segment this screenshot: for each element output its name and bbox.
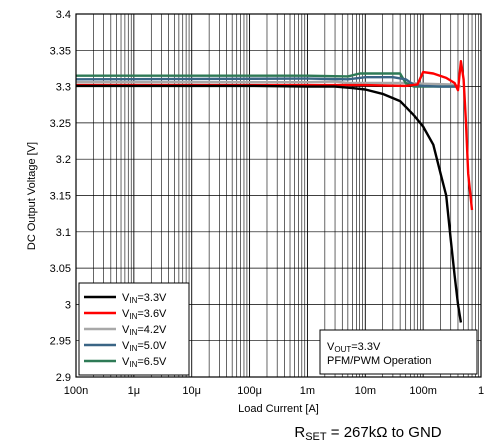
legend-label-main: V <box>122 356 130 368</box>
annotation-vout: VOUT=3.3V <box>327 341 381 354</box>
legend-label-main: V <box>122 324 130 336</box>
annotation-vout-main: V <box>327 341 335 353</box>
y-axis-label: DC Output Voltage [V] <box>26 142 38 250</box>
y-tick-label: 3.1 <box>56 227 71 239</box>
legend-label-rest: =6.5V <box>137 356 167 368</box>
legend-label-main: V <box>122 292 130 304</box>
legend-label: VIN=4.2V <box>122 324 167 337</box>
y-tick-label: 3.25 <box>50 118 71 130</box>
x-tick-label: 10m <box>355 385 376 397</box>
operation-annotation: VOUT=3.3V PFM/PWM Operation <box>319 329 478 375</box>
y-tick-label: 3.35 <box>50 45 71 57</box>
plot-frame <box>75 13 482 378</box>
rset-caption-sub: SET <box>305 431 327 443</box>
y-tick-label: 3.15 <box>50 191 71 203</box>
x-tick-label: 100n <box>64 385 88 397</box>
annotation-box <box>319 329 478 375</box>
x-tick-label: 10μ <box>182 385 201 397</box>
legend-label-sub: IN <box>129 328 137 337</box>
legend-label: VIN=6.5V <box>122 356 167 369</box>
legend-label-sub: IN <box>129 312 137 321</box>
x-tick-label: 100μ <box>237 385 262 397</box>
legend-label: VIN=5.0V <box>122 340 167 353</box>
y-tick-label: 3.05 <box>50 263 71 275</box>
y-tick-label: 3 <box>65 299 71 311</box>
x-tick-label: 100m <box>409 385 437 397</box>
legend-label-rest: =5.0V <box>137 340 167 352</box>
legend-label-sub: IN <box>129 296 137 305</box>
rset-caption-main: R <box>294 424 305 441</box>
legend-label-rest: =3.6V <box>137 308 167 320</box>
legend-label-rest: =4.2V <box>137 324 167 336</box>
legend-label-main: V <box>122 308 130 320</box>
series-line-36V <box>76 60 474 211</box>
y-tick-label: 3.3 <box>56 82 71 94</box>
series-line-50V <box>75 75 458 88</box>
annotation-vout-rest: =3.3V <box>351 341 381 353</box>
x-tick-label: 1 <box>478 385 484 397</box>
rset-caption-rest: = 267kΩ to GND <box>327 424 442 441</box>
y-tick-label: 2.9 <box>56 372 71 384</box>
series-lines <box>75 60 474 323</box>
series-line-33V <box>76 84 463 323</box>
y-tick-label: 3.2 <box>56 154 71 166</box>
x-axis-label: Load Current [A] <box>238 403 319 415</box>
legend-label-rest: =3.3V <box>137 292 167 304</box>
x-tick-labels: 100n 1μ 10μ 100μ 1m 10m 100m 1 <box>64 385 484 397</box>
annotation-vout-sub: OUT <box>334 345 351 354</box>
legend-label-main: V <box>122 340 130 352</box>
legend-label: VIN=3.6V <box>122 308 167 321</box>
x-tick-label: 1m <box>300 385 315 397</box>
series-line-42V <box>76 80 462 88</box>
legend-label-sub: IN <box>129 360 137 369</box>
legend-label: VIN=3.3V <box>122 292 167 305</box>
x-tick-label: 1μ <box>128 385 140 397</box>
y-tick-labels: 2.9 2.95 3 3.05 3.1 3.15 3.2 3.25 3.3 3.35 3.4 <box>50 9 71 384</box>
legend-label-sub: IN <box>129 344 137 353</box>
y-tick-label: 2.95 <box>50 336 71 348</box>
rset-caption: RSET = 267kΩ to GND <box>294 424 441 443</box>
annotation-mode: PFM/PWM Operation <box>327 355 432 367</box>
y-tick-label: 3.4 <box>56 9 71 21</box>
